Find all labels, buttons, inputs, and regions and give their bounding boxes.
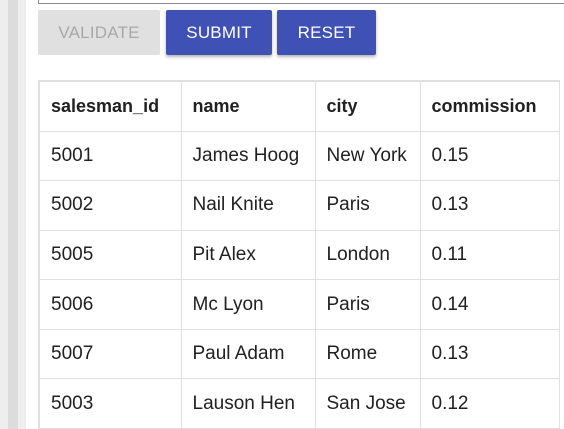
table-cell: 5002 — [38, 180, 182, 231]
table-cell: Paris — [314, 279, 421, 330]
table-cell: London — [314, 229, 421, 281]
table-cell: Rome — [314, 328, 421, 380]
results-table-container: salesman_id name city commission 5001 Ja… — [38, 80, 564, 429]
reset-button[interactable]: RESET — [277, 10, 376, 55]
table-cell: Mc Lyon — [180, 279, 316, 330]
table-row: 5006 Mc Lyon Paris 0.14 — [38, 279, 560, 330]
column-header: salesman_id — [38, 80, 182, 132]
table-cell: 5001 — [38, 130, 182, 182]
column-header: name — [180, 80, 316, 132]
results-table: salesman_id name city commission 5001 Ja… — [38, 80, 560, 429]
table-cell: 0.12 — [419, 378, 560, 429]
query-editor-bottom-edge — [38, 0, 564, 4]
table-row: 5003 Lauson Hen San Jose 0.12 — [38, 378, 560, 429]
table-header-row: salesman_id name city commission — [38, 80, 560, 132]
column-header: city — [314, 80, 421, 132]
table-cell: 0.14 — [419, 279, 560, 330]
column-header: commission — [419, 80, 560, 132]
table-cell: 0.13 — [419, 180, 560, 231]
table-row: 5005 Pit Alex London 0.11 — [38, 229, 560, 281]
table-cell: Nail Knite — [180, 180, 316, 231]
table-cell: 0.13 — [419, 328, 560, 380]
submit-button[interactable]: SUBMIT — [166, 10, 272, 55]
table-cell: 5007 — [38, 328, 182, 380]
table-cell: San Jose — [314, 378, 421, 429]
table-cell: Paris — [314, 180, 421, 231]
table-cell: New York — [314, 130, 421, 182]
table-row: 5007 Paul Adam Rome 0.13 — [38, 328, 560, 380]
table-cell: James Hoog — [180, 130, 316, 182]
left-scroll-rail — [0, 0, 26, 429]
table-row: 5001 James Hoog New York 0.15 — [38, 130, 560, 182]
table-cell: Paul Adam — [180, 328, 316, 380]
table-cell: Pit Alex — [180, 229, 316, 281]
table-cell: Lauson Hen — [180, 378, 316, 429]
table-row: 5002 Nail Knite Paris 0.13 — [38, 180, 560, 231]
table-cell: 0.11 — [419, 229, 560, 281]
table-cell: 5003 — [38, 378, 182, 429]
validate-button[interactable]: VALIDATE — [38, 10, 160, 55]
table-cell: 5005 — [38, 229, 182, 281]
table-cell: 0.15 — [419, 130, 560, 182]
table-cell: 5006 — [38, 279, 182, 330]
